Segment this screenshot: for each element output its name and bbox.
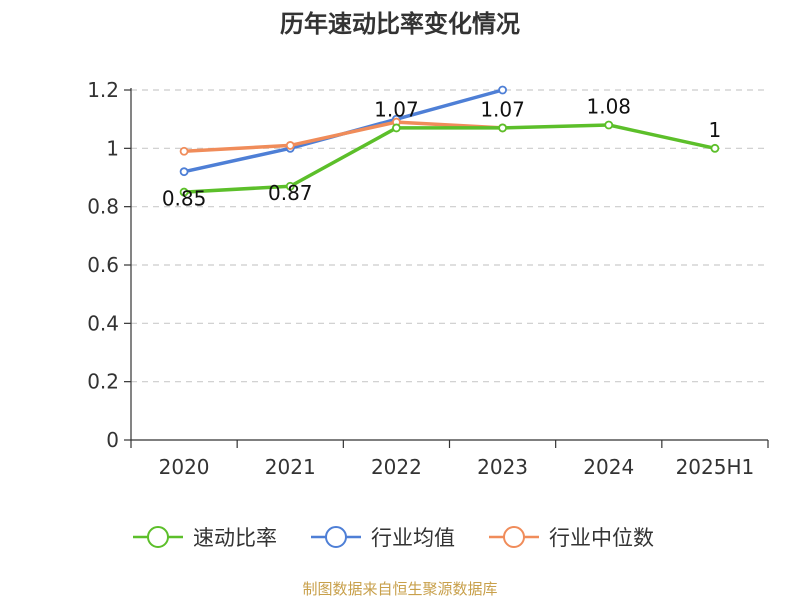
data-point	[710, 143, 720, 153]
data-point	[179, 146, 189, 156]
chart-title: 历年速动比率变化情况	[280, 10, 520, 38]
data-point	[604, 120, 614, 130]
y-tick-label: 0.8	[87, 195, 119, 219]
data-point	[179, 167, 189, 177]
legend[interactable]: 速动比率 行业均值 行业中位数	[133, 526, 654, 550]
x-tick-label: 2021	[265, 455, 316, 479]
legend-label: 速动比率	[193, 526, 277, 550]
legend-label: 行业中位数	[549, 526, 654, 550]
data-point	[179, 187, 189, 197]
y-tick-label: 0.6	[87, 253, 119, 277]
data-label: 1.07	[374, 97, 419, 121]
series-line	[183, 120, 503, 153]
data-point	[498, 85, 507, 95]
series-line	[183, 123, 716, 194]
data-point	[392, 123, 401, 133]
x-tick-label: 2022	[371, 455, 422, 479]
source-footer: 制图数据来自恒生聚源数据库	[302, 580, 498, 598]
axes: 0 0.2 0.4 0.6 0.8 1 1.2 2020 2021 2022 2023 2024 202…	[87, 78, 769, 479]
y-tick-label: 1	[106, 136, 119, 160]
legend-marker	[503, 526, 525, 548]
legend-marker	[325, 526, 347, 548]
x-tick-label: 2023	[477, 455, 528, 479]
series-line	[183, 88, 504, 174]
data-label: 0.85	[162, 187, 207, 211]
data-label: 1	[709, 118, 722, 142]
data-point	[498, 123, 507, 133]
series-lines	[179, 85, 720, 197]
data-label: 0.87	[268, 181, 313, 205]
y-tick-label: 0.4	[87, 311, 119, 335]
legend-marker	[147, 526, 169, 548]
data-label: 1.07	[480, 97, 525, 121]
grid-lines	[131, 89, 768, 383]
data-point	[285, 141, 295, 150]
x-tick-label: 2024	[583, 455, 634, 479]
x-tick-label: 2025H1	[676, 455, 755, 479]
y-tick-label: 0	[106, 428, 119, 452]
x-tick-label: 2020	[159, 455, 210, 479]
legend-label: 行业均值	[371, 526, 455, 550]
data-label: 1.08	[586, 95, 631, 119]
data-point	[285, 181, 295, 191]
y-tick-label: 1.2	[87, 78, 119, 102]
y-tick-label: 0.2	[87, 370, 119, 394]
data-labels: 0.85 0.87 1.07 1.07 1.08 1	[162, 95, 721, 211]
